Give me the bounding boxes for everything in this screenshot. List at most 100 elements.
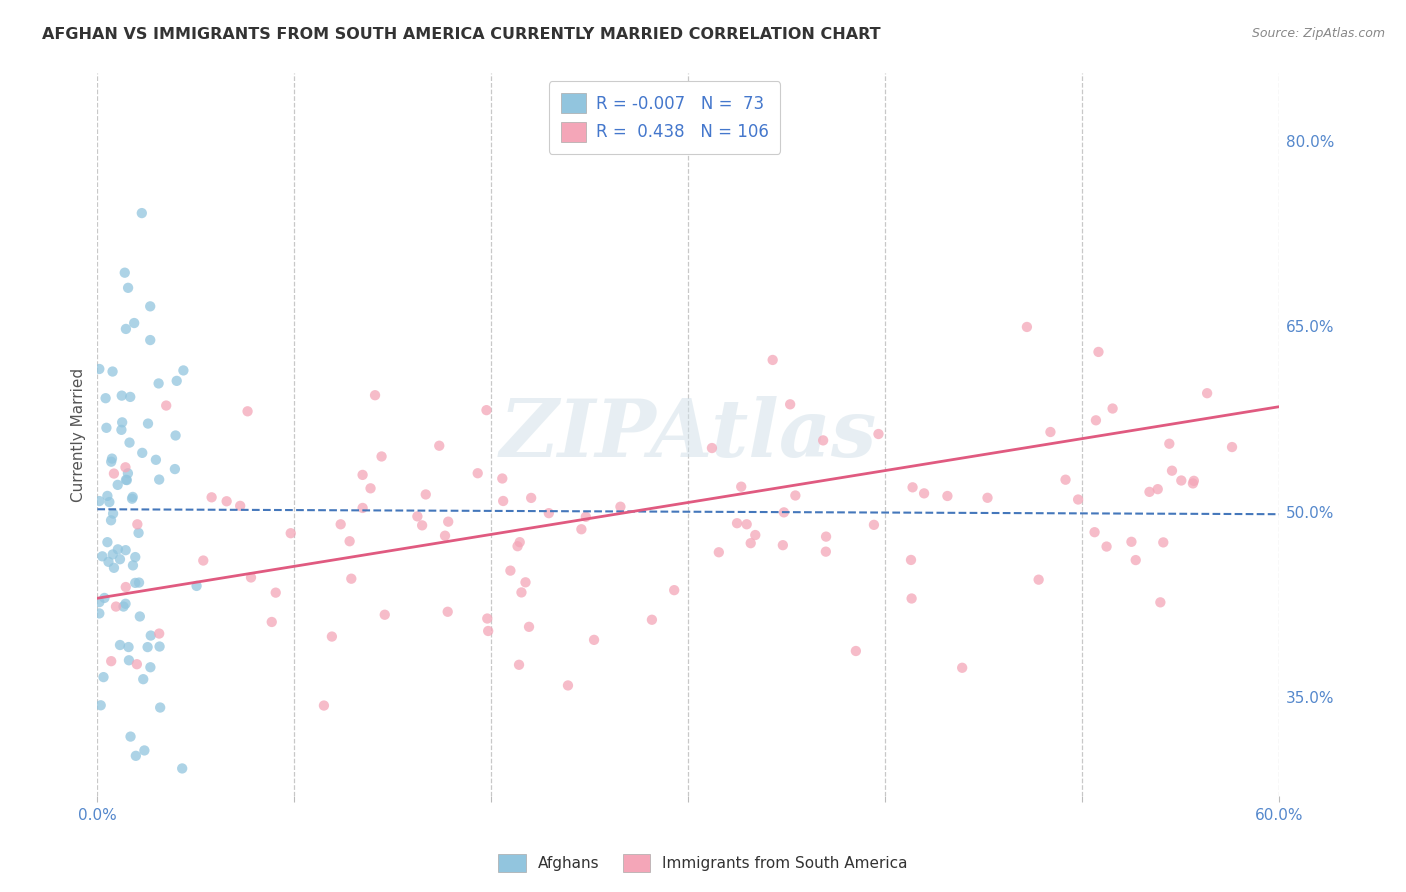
Point [901,480,924,494]
Point [762,353,785,368]
Point [609,500,631,514]
Point [510,585,533,599]
Point [740,536,762,550]
Point [124,550,146,565]
Point [139,660,162,674]
Point [312,698,335,713]
Point [515,575,537,590]
Point [108,638,131,652]
Point [772,538,794,552]
Point [121,491,143,506]
Y-axis label: Currently Married: Currently Married [72,368,86,501]
Point [163,462,186,476]
Point [111,389,134,403]
Point [100,455,122,469]
Point [1083,525,1105,540]
Point [517,620,540,634]
Point [97,555,120,569]
Point [411,518,433,533]
Point [89,494,111,508]
Point [117,640,139,654]
Point [779,397,801,411]
Point [1146,482,1168,496]
Point [1028,573,1050,587]
Point [110,423,132,437]
Point [467,467,489,481]
Point [139,299,162,313]
Point [148,376,170,391]
Point [215,494,238,508]
Point [114,460,136,475]
Point [122,316,145,330]
Point [127,517,149,532]
Text: Source: ZipAtlas.com: Source: ZipAtlas.com [1251,27,1385,40]
Point [976,491,998,505]
Point [165,428,187,442]
Point [89,607,111,621]
Point [108,552,131,566]
Point [193,553,215,567]
Point [863,517,886,532]
Point [114,597,136,611]
Point [166,374,188,388]
Point [103,467,125,481]
Point [89,595,111,609]
Point [1220,440,1243,454]
Point [340,572,363,586]
Point [1121,534,1143,549]
Point [700,441,723,455]
Point [101,365,124,379]
Point [427,439,450,453]
Point [100,513,122,527]
Point [520,491,543,505]
Point [104,599,127,614]
Point [229,499,252,513]
Point [360,481,382,495]
Point [134,743,156,757]
Point [93,670,115,684]
Point [112,599,135,614]
Point [406,509,429,524]
Point [122,558,145,573]
Point [1084,413,1107,427]
Point [1197,386,1219,401]
Point [280,526,302,541]
Point [131,206,153,220]
Point [1015,320,1038,334]
Point [90,698,112,713]
Point [240,570,263,584]
Point [845,644,868,658]
Point [94,391,117,405]
Point [186,579,208,593]
Point [730,480,752,494]
Point [641,613,664,627]
Point [145,452,167,467]
Point [120,730,142,744]
Point [236,404,259,418]
Point [98,495,121,509]
Point [114,580,136,594]
Point [499,564,522,578]
Point [149,700,172,714]
Point [557,678,579,692]
Point [96,421,118,435]
Point [814,544,837,558]
Point [415,487,437,501]
Point [117,281,139,295]
Point [1159,436,1181,450]
Point [128,609,150,624]
Point [201,491,224,505]
Point [370,450,392,464]
Point [115,322,138,336]
Point [96,489,118,503]
Point [936,489,959,503]
Point [773,505,796,519]
Point [1125,553,1147,567]
Point [136,417,159,431]
Legend: R = -0.007   N =  73, R =  0.438   N = 106: R = -0.007 N = 73, R = 0.438 N = 106 [550,81,780,153]
Point [1181,476,1204,491]
Point [89,362,111,376]
Point [91,549,114,564]
Text: AFGHAN VS IMMIGRANTS FROM SOUTH AMERICA CURRENTLY MARRIED CORRELATION CHART: AFGHAN VS IMMIGRANTS FROM SOUTH AMERICA … [42,27,880,42]
Point [537,506,560,520]
